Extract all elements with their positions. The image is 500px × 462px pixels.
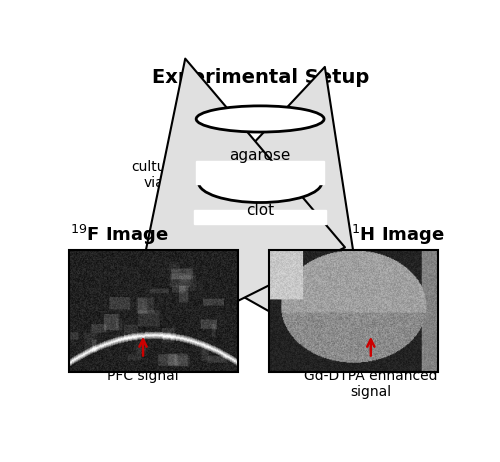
- Text: culture
vial: culture vial: [132, 160, 180, 190]
- Bar: [194, 210, 326, 224]
- Text: Experimental Setup: Experimental Setup: [152, 68, 369, 87]
- Text: PFC signal: PFC signal: [107, 369, 179, 383]
- Text: Gd-DTPA enhanced
signal: Gd-DTPA enhanced signal: [304, 369, 438, 400]
- Text: $^{1}$H Image: $^{1}$H Image: [350, 223, 444, 247]
- Bar: [270, 250, 438, 372]
- Ellipse shape: [196, 210, 324, 236]
- Text: clot: clot: [246, 203, 274, 219]
- Text: $^{19}$F Image: $^{19}$F Image: [70, 223, 170, 247]
- Ellipse shape: [196, 106, 324, 132]
- Bar: [196, 161, 324, 184]
- Bar: [68, 250, 237, 372]
- Ellipse shape: [198, 163, 322, 202]
- Text: agarose: agarose: [230, 148, 291, 163]
- Text: }: }: [161, 145, 200, 204]
